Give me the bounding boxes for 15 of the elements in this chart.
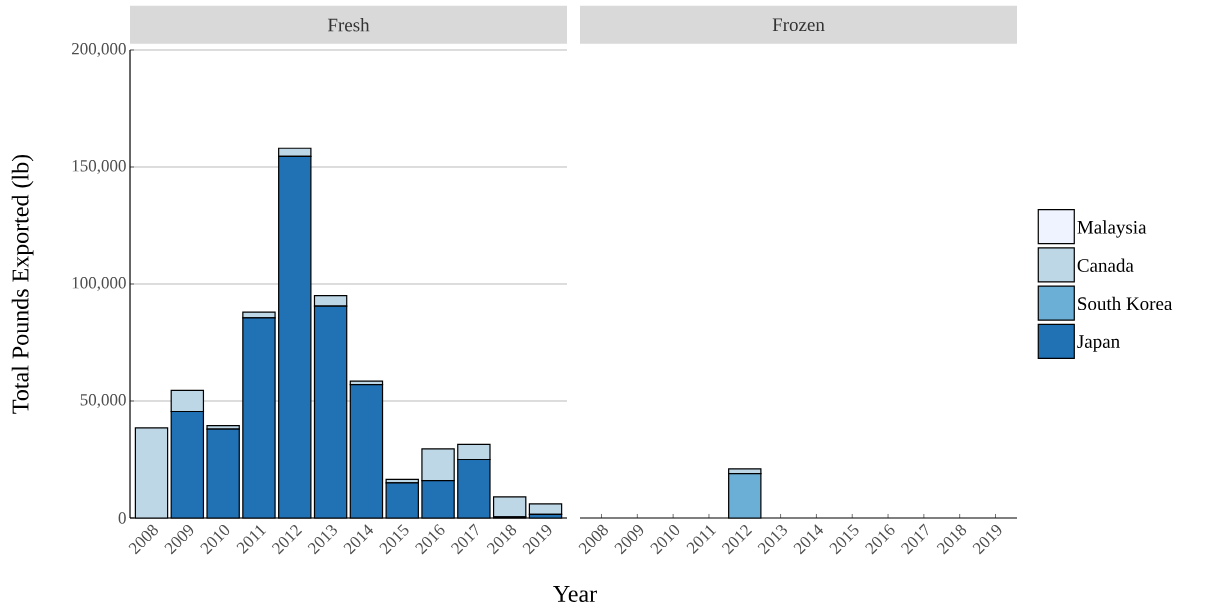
y-tick-label: 200,000 bbox=[71, 43, 126, 57]
bar bbox=[492, 496, 527, 518]
y-tick-label: 0 bbox=[118, 512, 126, 524]
legend-label: Malaysia bbox=[1077, 220, 1147, 238]
y-tick-label: 100,000 bbox=[72, 277, 126, 291]
y-tick-label: 50,000 bbox=[80, 394, 126, 408]
chart-title: Frozen bbox=[772, 18, 825, 32]
x-axis-title: Year bbox=[553, 586, 597, 602]
legend-label: Japan bbox=[1077, 335, 1120, 352]
chart-title: Fresh bbox=[327, 18, 370, 32]
y-axis-title: Total Pounds Exported (lb) bbox=[11, 154, 34, 414]
bar bbox=[528, 503, 563, 516]
legend-label: South Korea bbox=[1078, 296, 1173, 311]
y-tick-label: 150,000 bbox=[72, 160, 126, 174]
legend-label: Canada bbox=[1077, 258, 1134, 272]
